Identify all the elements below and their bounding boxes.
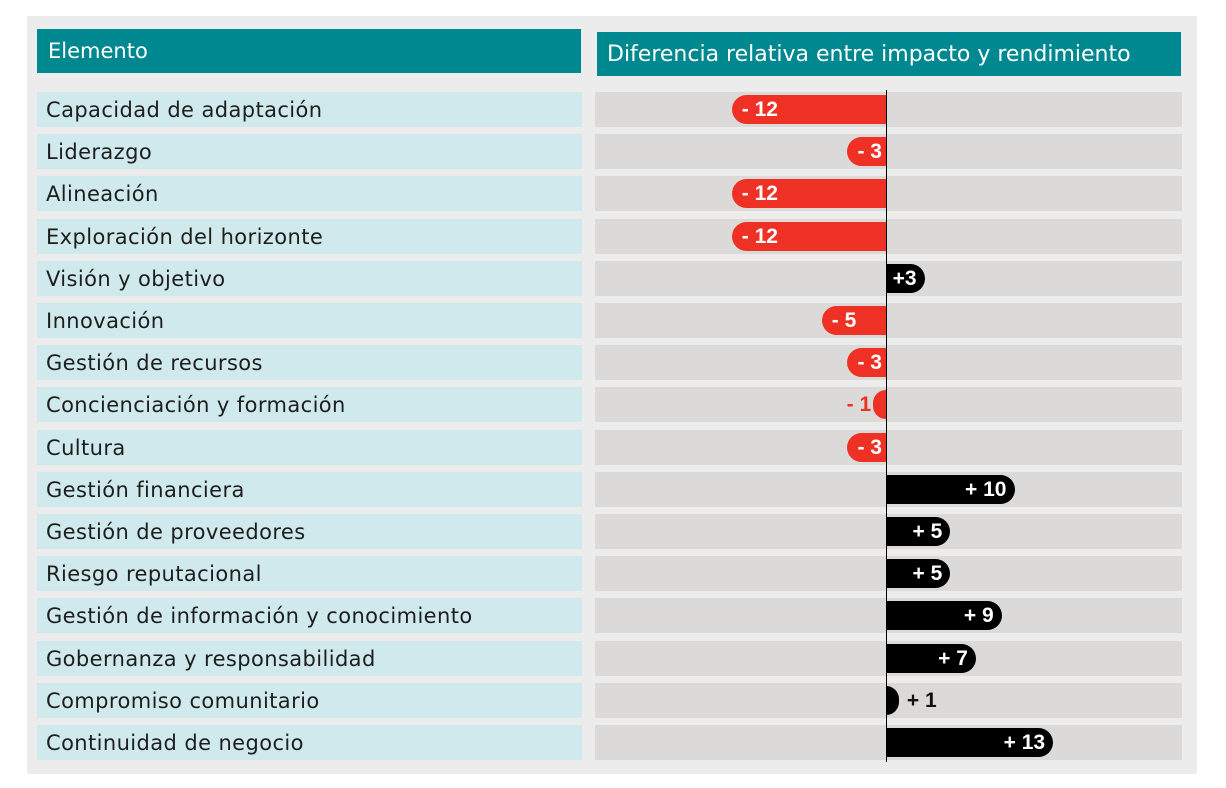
data-label: + 1 — [906, 689, 937, 712]
bar — [886, 686, 899, 715]
zero-axis-line — [886, 90, 887, 762]
category-label: Gestión de recursos — [37, 345, 582, 380]
category-label: Gestión de proveedores — [37, 514, 582, 549]
data-label: - 3 — [857, 436, 882, 459]
data-label: - 5 — [831, 309, 857, 332]
data-label: - 12 — [741, 182, 778, 205]
data-label: - 3 — [857, 140, 882, 163]
data-label: - 12 — [741, 98, 778, 121]
bar — [886, 264, 925, 293]
data-label: - 3 — [857, 351, 882, 374]
data-label: + 7 — [938, 647, 968, 670]
category-label: Concienciación y formación — [37, 387, 582, 422]
data-label: - 12 — [741, 225, 778, 248]
bar-track — [595, 219, 1182, 254]
category-label: Gestión financiera — [37, 472, 582, 507]
bar-track — [595, 303, 1182, 338]
category-label: Visión y objetivo — [37, 261, 582, 296]
bar — [847, 348, 886, 377]
category-label: Exploración del horizonte — [37, 219, 582, 254]
header-elemento: Elemento — [37, 29, 581, 73]
bar-track — [595, 176, 1182, 211]
category-label: Gestión de información y conocimiento — [37, 598, 582, 633]
category-label: Capacidad de adaptación — [37, 92, 582, 127]
bar-track — [595, 430, 1182, 465]
category-label: Continuidad de negocio — [37, 725, 582, 760]
category-label: Riesgo reputacional — [37, 556, 582, 591]
header-diferencia: Diferencia relativa entre impacto y rend… — [597, 32, 1181, 76]
bar — [886, 517, 951, 546]
bar — [873, 390, 886, 419]
data-label: + 5 — [912, 520, 943, 543]
bar-track — [595, 345, 1182, 380]
category-label: Gobernanza y responsabilidad — [37, 641, 582, 676]
bar-track — [595, 134, 1182, 169]
bar — [886, 559, 951, 588]
bar-track — [595, 387, 1182, 422]
data-label: + 13 — [1003, 731, 1046, 754]
bar — [847, 137, 886, 166]
category-label: Liderazgo — [37, 134, 582, 169]
bar — [847, 433, 886, 462]
category-label: Innovación — [37, 303, 582, 338]
category-label: Alineación — [37, 176, 582, 211]
bar — [886, 601, 1002, 630]
data-label: + 9 — [963, 604, 994, 627]
bar — [731, 95, 886, 124]
category-label: Compromiso comunitario — [37, 683, 582, 718]
bar — [731, 222, 886, 251]
data-label: + 10 — [965, 478, 1007, 501]
data-label: + 5 — [912, 562, 943, 585]
data-label: - 1 — [846, 393, 872, 416]
category-label: Cultura — [37, 430, 582, 465]
bar — [886, 644, 976, 673]
bar — [886, 475, 1015, 504]
bar — [886, 728, 1054, 757]
bar — [731, 179, 886, 208]
bar-track — [595, 92, 1182, 127]
bar — [821, 306, 886, 335]
data-label: +3 — [892, 267, 917, 290]
